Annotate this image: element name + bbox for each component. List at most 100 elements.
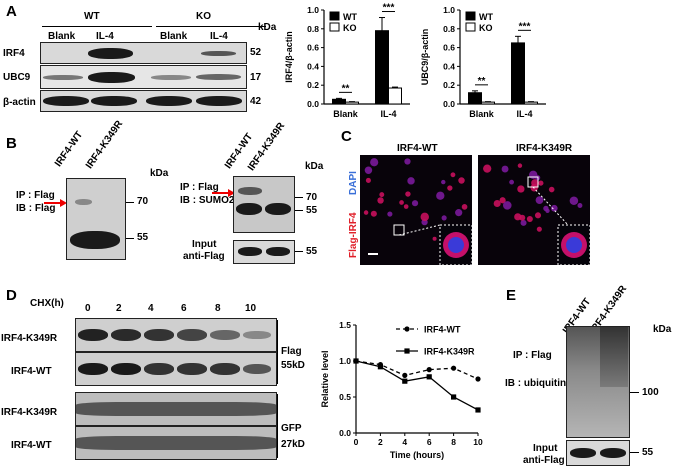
chart-ubc9-ratio: 0.0 0.2 0.4 0.6 0.8 1.0 UBC9/β-actin Blank ** IL-… xyxy=(420,5,546,119)
legend-label: KO xyxy=(479,23,493,33)
red-arrow-icon xyxy=(212,189,235,197)
cell xyxy=(493,200,501,208)
lane-label: IL-4 xyxy=(210,31,228,42)
sig-label: ** xyxy=(478,76,486,87)
panel-label-a: A xyxy=(6,3,17,20)
chart-relative-level: 0.0 0.5 1.0 1.5 0 2 4 6 8 10 Time (hours) Relative … xyxy=(320,320,483,460)
cell xyxy=(531,179,539,187)
data-point xyxy=(377,364,383,370)
data-point xyxy=(402,378,408,384)
cell xyxy=(483,164,492,173)
legend-label: KO xyxy=(343,23,357,33)
y-tick-label: 0.6 xyxy=(307,43,319,53)
cell xyxy=(519,214,526,221)
x-tick-label: IL-4 xyxy=(380,109,396,119)
panel-label-c: C xyxy=(341,128,352,145)
wt-underline xyxy=(42,26,152,27)
cell xyxy=(499,197,506,204)
kda-marker: 70 xyxy=(137,196,149,207)
blot-b-left xyxy=(66,178,126,260)
y-axis-label: Relative level xyxy=(320,350,330,407)
blot-actin xyxy=(40,90,247,112)
kda-marker: 100 xyxy=(642,387,659,398)
lane-label: IRF4-WT xyxy=(52,129,86,169)
cell xyxy=(528,170,538,180)
kda-title: kDa xyxy=(150,168,169,179)
ib-label: IB : ubiquitin xyxy=(505,378,567,389)
chart-irf4-ratio: 0.0 0.2 0.4 0.6 0.8 1.0 IRF4/β-actin Blank ** IL-… xyxy=(284,3,410,119)
x-tick-label: IL-4 xyxy=(516,109,532,119)
cell xyxy=(432,236,437,241)
x-tick-label: Blank xyxy=(333,109,359,119)
kda-marker: 55 xyxy=(137,232,149,243)
y-tick-label: 1.5 xyxy=(339,320,351,330)
cell xyxy=(441,179,446,185)
bar xyxy=(345,101,359,105)
input-label: Input xyxy=(533,443,558,454)
blot-ubc9 xyxy=(40,65,247,89)
x-tick-label: 0 xyxy=(354,437,359,447)
red-arrow-icon xyxy=(44,199,67,207)
ib-label: IB : SUMO2/3 xyxy=(180,195,243,206)
legend-marker xyxy=(404,326,410,332)
row-label: IRF4-K349R xyxy=(1,333,58,344)
cell xyxy=(407,177,415,185)
cell xyxy=(363,210,369,215)
y-tick-label: 0.5 xyxy=(339,392,351,402)
cell xyxy=(379,192,385,198)
legend-label: IRF4-K349R xyxy=(424,347,475,357)
bar xyxy=(388,87,402,105)
row-label-actin: β-actin xyxy=(3,97,36,108)
gfp-kd: 27kD xyxy=(281,439,305,450)
cell xyxy=(436,191,445,200)
lane-label: IRF4-K349R xyxy=(245,120,288,173)
legend-label: IRF4-WT xyxy=(424,325,461,335)
kda-marker: 55 xyxy=(306,205,318,216)
input-label: Input xyxy=(192,239,217,250)
anti-flag-label: anti-Flag xyxy=(523,455,565,466)
cell xyxy=(536,226,542,232)
blot-irf4 xyxy=(40,42,247,64)
col-label: IRF4-K349R xyxy=(516,143,573,154)
cell xyxy=(450,172,456,178)
kda-marker: 42 xyxy=(250,96,262,107)
cell xyxy=(520,219,527,226)
sig-label: ** xyxy=(342,83,350,94)
data-point xyxy=(353,358,359,364)
cell xyxy=(458,177,465,184)
row-label: IRF4-WT xyxy=(11,440,52,451)
blot-b-input xyxy=(233,240,295,264)
cell xyxy=(404,158,411,165)
y-axis-label: IRF4/β-actin xyxy=(284,31,294,83)
blot-d-gfp-wt xyxy=(75,426,277,460)
series-line xyxy=(355,360,479,411)
legend-label: WT xyxy=(479,12,493,22)
data-point xyxy=(426,374,432,380)
y-tick-label: 0.6 xyxy=(443,43,455,53)
cell xyxy=(365,177,371,183)
cell xyxy=(517,185,525,193)
row-label-ubc9: UBC9 xyxy=(3,72,31,83)
cell xyxy=(550,204,558,212)
cell xyxy=(420,212,429,222)
dapi-label: DAPI xyxy=(348,171,359,195)
data-point xyxy=(426,367,432,373)
bar xyxy=(468,92,482,105)
cell xyxy=(535,196,544,205)
time-label: 6 xyxy=(181,303,187,314)
y-tick-label: 0.4 xyxy=(307,61,319,71)
cell xyxy=(509,179,515,185)
flag-kd: 55kD xyxy=(281,360,305,371)
blot-b-right xyxy=(233,176,295,233)
gfp-label: GFP xyxy=(281,423,302,434)
y-tick-label: 0.8 xyxy=(307,24,319,34)
series-line xyxy=(355,360,479,380)
bar xyxy=(375,30,389,105)
cell xyxy=(387,211,393,217)
panel-label-b: B xyxy=(6,135,17,152)
ib-label: IB : Flag xyxy=(16,203,56,214)
legend-label: WT xyxy=(343,12,357,22)
lane-label: IRF4-K349R xyxy=(83,118,126,171)
cell xyxy=(405,191,411,197)
y-tick-label: 0.8 xyxy=(443,24,455,34)
